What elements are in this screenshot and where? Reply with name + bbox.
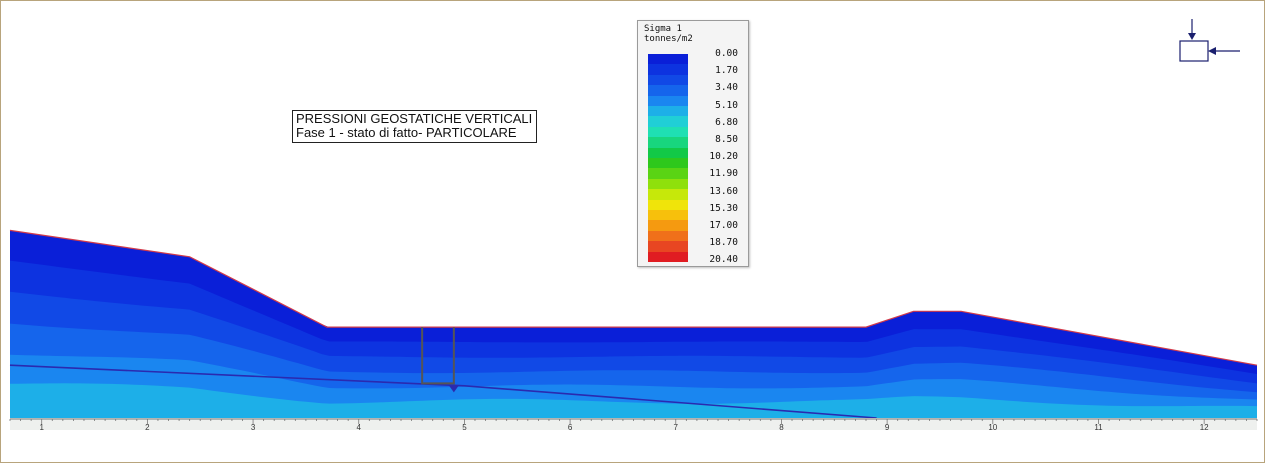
legend-swatch <box>648 168 688 180</box>
legend-swatch <box>648 106 688 117</box>
axis-strip <box>10 418 1257 430</box>
legend-swatch <box>648 137 688 149</box>
x-tick-label: 2 <box>145 423 150 432</box>
legend-swatch <box>648 230 688 242</box>
x-tick-label: 3 <box>251 423 256 432</box>
legend-value: 11.90 <box>709 168 738 180</box>
legend-value: 13.60 <box>709 185 738 197</box>
legend-title: Sigma 1 tonnes/m2 <box>644 24 693 44</box>
legend-swatch <box>648 147 688 159</box>
x-tick-label: 4 <box>357 423 362 432</box>
legend-value: 0.00 <box>715 48 738 59</box>
legend-value: 3.40 <box>715 82 738 94</box>
plot-title: PRESSIONI GEOSTATICHE VERTICALI <box>296 111 533 126</box>
legend-swatch <box>648 126 688 138</box>
stress-bands <box>10 230 1257 418</box>
color-legend: Sigma 1 tonnes/m2 0.00 1.70 3.40 5.10 6.80 8.… <box>637 20 749 267</box>
legend-swatch <box>648 85 688 97</box>
legend-swatch <box>648 178 688 190</box>
x-tick-label: 10 <box>988 423 997 432</box>
x-tick-label: 1 <box>39 423 44 432</box>
legend-swatch <box>648 95 688 107</box>
water-level-marker <box>448 385 459 393</box>
legend-swatch <box>648 210 688 221</box>
legend-value: 15.30 <box>709 202 738 214</box>
x-axis: 1 2 3 4 5 6 7 8 9 10 11 12 <box>9 418 1258 432</box>
x-tick-label: 12 <box>1200 423 1209 432</box>
legend-swatch <box>648 64 688 76</box>
x-tick-label: 11 <box>1094 423 1103 432</box>
plot-title-box: PRESSIONI GEOSTATICHE VERTICALI Fase 1 -… <box>292 110 538 143</box>
x-tick-label: 8 <box>779 423 784 432</box>
x-tick-label: 9 <box>885 423 890 432</box>
legend-value: 5.10 <box>715 99 738 111</box>
legend-swatch <box>648 158 688 169</box>
legend-swatch <box>648 54 688 65</box>
legend-swatch <box>648 116 688 128</box>
x-tick-label: 6 <box>568 423 573 432</box>
legend-value: 1.70 <box>715 65 738 77</box>
legend-swatch <box>648 241 688 253</box>
legend-value: 6.80 <box>715 116 738 128</box>
legend-value: 17.00 <box>709 220 738 231</box>
overlay <box>9 229 1258 419</box>
legend-swatch <box>648 251 688 263</box>
plot-subtitle: Fase 1 - stato di fatto- PARTICOLARE <box>296 125 517 140</box>
legend-value: 10.20 <box>709 151 738 163</box>
x-tick-label: 5 <box>462 423 467 432</box>
load-direction-icon <box>1179 19 1240 62</box>
water-table-line <box>9 364 877 419</box>
x-tick-label: 7 <box>674 423 679 432</box>
legend-swatch <box>648 74 688 86</box>
legend-swatch <box>648 199 688 211</box>
legend-value: 20.40 <box>709 254 738 266</box>
legend-value: 18.70 <box>709 237 738 249</box>
ground-surface-line <box>9 229 1258 366</box>
legend-swatch <box>648 220 688 232</box>
legend-swatch <box>648 189 688 201</box>
piezometer-tube <box>421 327 455 385</box>
legend-value: 8.50 <box>715 134 738 145</box>
stress-band <box>10 383 1257 418</box>
